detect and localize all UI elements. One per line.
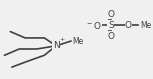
Text: Me: Me <box>72 37 84 46</box>
Text: N: N <box>53 41 60 50</box>
Text: S: S <box>108 21 114 30</box>
Text: $^-$O: $^-$O <box>85 20 101 31</box>
Text: O: O <box>107 32 114 41</box>
Text: O: O <box>107 10 114 19</box>
Text: O: O <box>125 21 132 30</box>
Text: +: + <box>60 37 65 42</box>
Text: Me: Me <box>140 21 151 30</box>
